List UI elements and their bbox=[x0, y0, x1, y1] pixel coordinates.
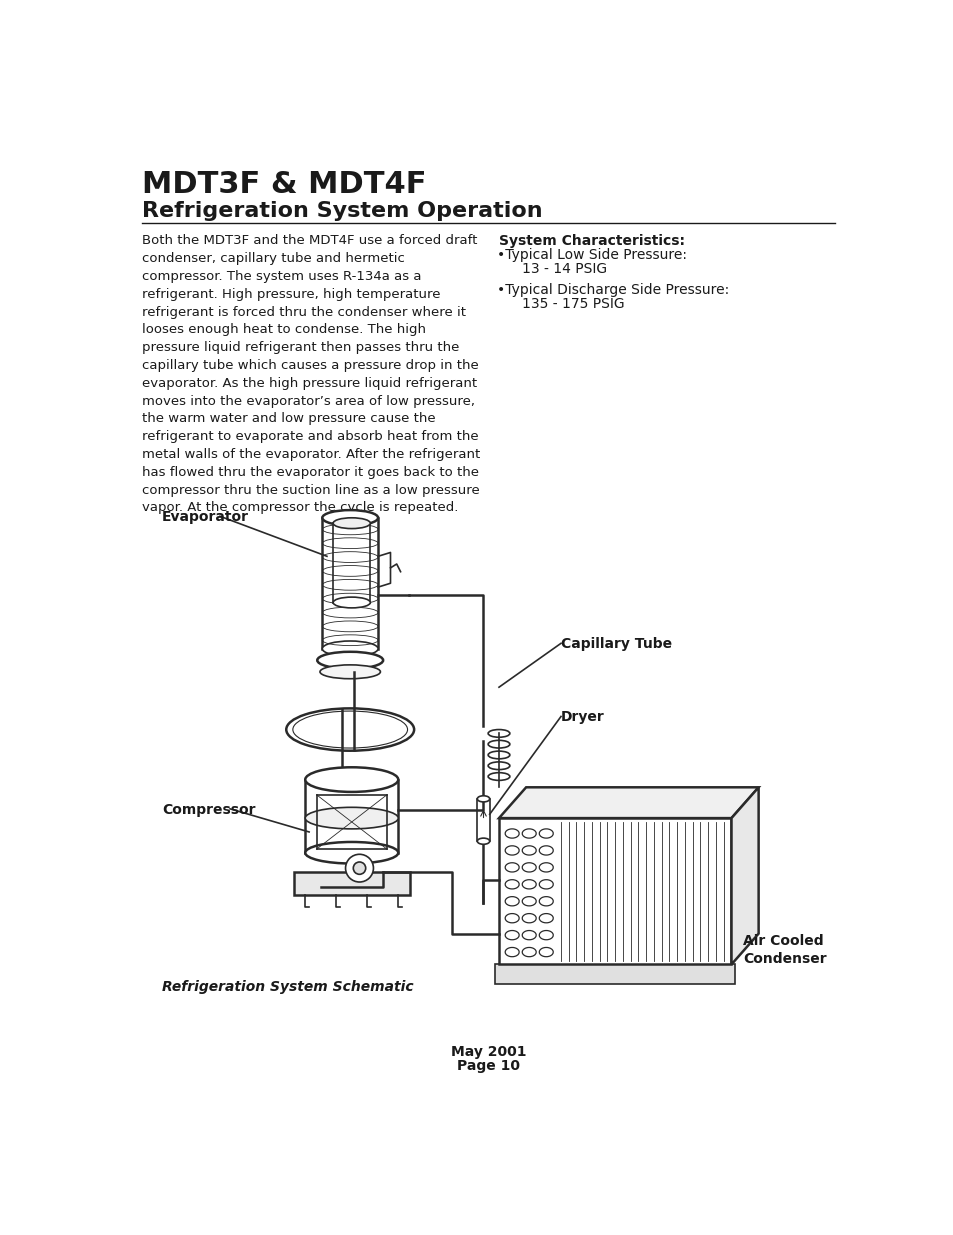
Ellipse shape bbox=[305, 842, 397, 863]
FancyBboxPatch shape bbox=[294, 872, 410, 895]
Text: Page 10: Page 10 bbox=[456, 1060, 520, 1073]
Text: Evaporator: Evaporator bbox=[162, 510, 249, 524]
Ellipse shape bbox=[476, 795, 489, 802]
Text: 135 - 175 PSIG: 135 - 175 PSIG bbox=[521, 296, 624, 311]
Text: Compressor: Compressor bbox=[162, 803, 255, 816]
Ellipse shape bbox=[322, 641, 377, 656]
FancyBboxPatch shape bbox=[498, 818, 731, 965]
Text: 13 - 14 PSIG: 13 - 14 PSIG bbox=[521, 262, 607, 277]
Text: Refrigeration System Schematic: Refrigeration System Schematic bbox=[162, 979, 413, 994]
Circle shape bbox=[345, 855, 373, 882]
Ellipse shape bbox=[476, 839, 489, 845]
Ellipse shape bbox=[305, 767, 397, 792]
Text: System Characteristics:: System Characteristics: bbox=[498, 235, 684, 248]
Text: Refrigeration System Operation: Refrigeration System Operation bbox=[142, 200, 542, 221]
Text: Capillary Tube: Capillary Tube bbox=[560, 637, 672, 651]
Text: Dryer: Dryer bbox=[560, 710, 604, 724]
Polygon shape bbox=[498, 787, 758, 818]
Ellipse shape bbox=[322, 510, 377, 526]
Ellipse shape bbox=[333, 597, 370, 608]
Text: May 2001: May 2001 bbox=[451, 1045, 526, 1060]
Ellipse shape bbox=[305, 808, 397, 829]
Ellipse shape bbox=[333, 517, 370, 529]
Circle shape bbox=[353, 862, 365, 874]
Ellipse shape bbox=[319, 664, 380, 679]
Ellipse shape bbox=[317, 652, 383, 668]
Text: •Typical Low Side Pressure:: •Typical Low Side Pressure: bbox=[497, 248, 687, 262]
Polygon shape bbox=[731, 787, 758, 965]
Text: MDT3F & MDT4F: MDT3F & MDT4F bbox=[142, 169, 427, 199]
Text: •Typical Discharge Side Pressure:: •Typical Discharge Side Pressure: bbox=[497, 283, 729, 296]
FancyBboxPatch shape bbox=[495, 965, 735, 983]
Text: Both the MDT3F and the MDT4F use a forced draft
condenser, capillary tube and he: Both the MDT3F and the MDT4F use a force… bbox=[142, 235, 480, 515]
Text: Air Cooled
Condenser: Air Cooled Condenser bbox=[742, 934, 826, 966]
